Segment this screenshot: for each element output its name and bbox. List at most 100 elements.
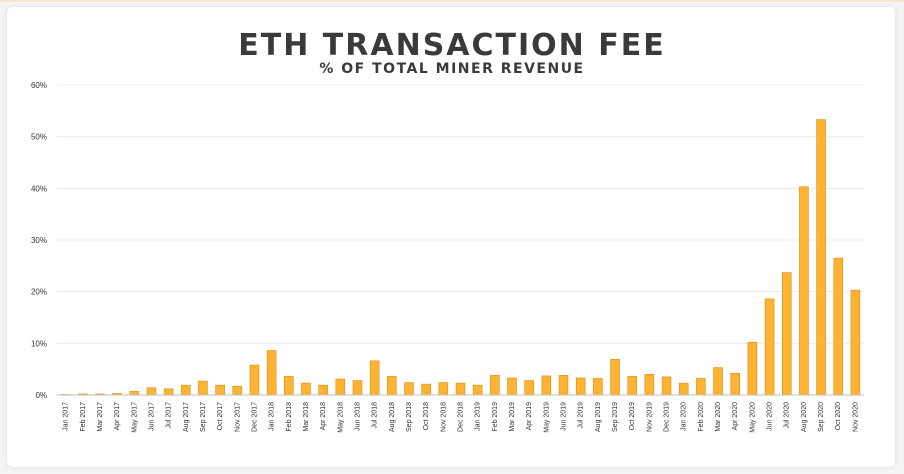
bar xyxy=(352,380,363,396)
x-tick-label: Nov 2019 xyxy=(646,402,653,432)
x-tick-label: Mar 2017 xyxy=(97,402,104,432)
x-tick-label: Feb 2018 xyxy=(286,402,293,432)
x-tick-label: Sep 2019 xyxy=(612,402,619,432)
x-tick-label: Feb 2017 xyxy=(80,402,87,432)
bar xyxy=(387,376,397,396)
x-tick-label: Apr 2019 xyxy=(526,402,533,431)
x-tick-label: Feb 2019 xyxy=(492,402,499,432)
x-tick-label: Sep 2020 xyxy=(818,402,825,432)
bar xyxy=(335,378,346,396)
y-tick-label: 60% xyxy=(31,81,47,90)
y-tick-label: 40% xyxy=(31,184,47,193)
gridlines xyxy=(57,84,864,344)
bar xyxy=(163,388,174,396)
bar xyxy=(266,350,277,396)
x-tick-label: May 2017 xyxy=(131,402,138,433)
chart-subtitle: % OF TOTAL MINER REVENUE xyxy=(319,61,585,77)
bar xyxy=(146,387,157,396)
x-tick-label: Oct 2018 xyxy=(423,402,430,431)
y-tick-label: 10% xyxy=(31,339,47,348)
x-tick-label: May 2018 xyxy=(337,402,344,433)
bar xyxy=(284,376,294,396)
x-tick-label: Jan 2019 xyxy=(475,402,482,431)
y-tick-label: 20% xyxy=(31,288,47,297)
bar xyxy=(558,375,569,396)
bar xyxy=(833,257,844,396)
x-tick-label: Dec 2017 xyxy=(251,402,258,432)
x-tick-label: Jul 2018 xyxy=(372,402,379,429)
bar xyxy=(696,378,706,396)
x-tick-label: Sep 2017 xyxy=(200,402,207,432)
x-tick-label: Jul 2020 xyxy=(784,402,791,429)
bar xyxy=(850,289,861,396)
bar xyxy=(472,384,483,396)
bar xyxy=(455,382,466,396)
bar xyxy=(627,376,637,396)
x-tick-label: Nov 2018 xyxy=(440,402,447,432)
bar xyxy=(781,272,792,396)
bar xyxy=(490,375,500,396)
x-tick-label: Jun 2020 xyxy=(767,402,774,431)
x-tick-label: Aug 2018 xyxy=(389,402,396,432)
x-tick-label: Dec 2019 xyxy=(664,402,671,432)
bar xyxy=(404,382,414,396)
x-axis-ticks: Jan 2017 Feb 2017 Mar 2017 Apr 2017 May 2017… xyxy=(63,402,860,433)
bar xyxy=(249,364,260,396)
x-tick-label: Jan 2017 xyxy=(63,402,70,431)
bar xyxy=(713,367,723,396)
x-tick-label: Aug 2020 xyxy=(801,402,808,432)
x-tick-label: Nov 2020 xyxy=(852,402,859,432)
bar xyxy=(610,359,620,396)
x-tick-label: Jan 2018 xyxy=(269,402,276,431)
x-tick-label: Oct 2017 xyxy=(217,402,224,431)
x-tick-label: Jan 2020 xyxy=(681,402,688,431)
y-tick-label: 30% xyxy=(31,236,47,245)
x-tick-label: Jun 2017 xyxy=(148,402,155,431)
x-tick-label: May 2019 xyxy=(543,402,550,433)
bar xyxy=(232,385,243,396)
bar xyxy=(764,298,775,396)
x-tick-label: May 2020 xyxy=(749,402,756,433)
bar xyxy=(438,382,449,396)
x-tick-label: Mar 2020 xyxy=(715,402,722,432)
x-tick-label: Oct 2020 xyxy=(835,402,842,431)
bar xyxy=(799,186,809,396)
bar xyxy=(129,391,140,396)
bar xyxy=(593,378,603,396)
x-tick-label: Nov 2017 xyxy=(234,402,241,432)
x-tick-label: Jun 2019 xyxy=(561,402,568,431)
x-tick-label: Apr 2018 xyxy=(320,402,327,431)
x-tick-label: Feb 2020 xyxy=(698,402,705,432)
bar xyxy=(507,377,517,396)
x-tick-label: Sep 2018 xyxy=(406,402,413,432)
y-tick-label: 50% xyxy=(31,133,47,142)
bar xyxy=(730,372,740,396)
bar xyxy=(198,380,208,396)
bar xyxy=(181,384,191,396)
x-tick-label: Aug 2017 xyxy=(183,402,190,432)
bar xyxy=(524,380,534,396)
y-axis-ticks: 0% 10% 20% 30% 40% 50% 60% xyxy=(31,81,47,400)
bar xyxy=(318,384,328,396)
bar xyxy=(421,383,431,396)
bar xyxy=(816,119,826,396)
x-tick-label: Apr 2020 xyxy=(732,402,739,431)
chart-title: ETH TRANSACTION FEE xyxy=(238,28,666,63)
x-tick-label: Apr 2017 xyxy=(114,402,121,431)
bar xyxy=(369,360,380,396)
bar xyxy=(678,382,689,396)
bar xyxy=(661,376,672,396)
x-tick-label: Mar 2019 xyxy=(509,402,516,432)
bar xyxy=(747,341,758,396)
bar xyxy=(575,377,586,396)
x-tick-label: Jul 2017 xyxy=(166,402,173,429)
x-tick-label: Dec 2018 xyxy=(458,402,465,432)
bars xyxy=(60,119,861,396)
bar xyxy=(215,384,225,396)
bar xyxy=(541,375,552,396)
bar xyxy=(301,382,311,396)
x-tick-label: Jul 2019 xyxy=(578,402,585,429)
x-tick-label: Jun 2018 xyxy=(354,402,361,431)
